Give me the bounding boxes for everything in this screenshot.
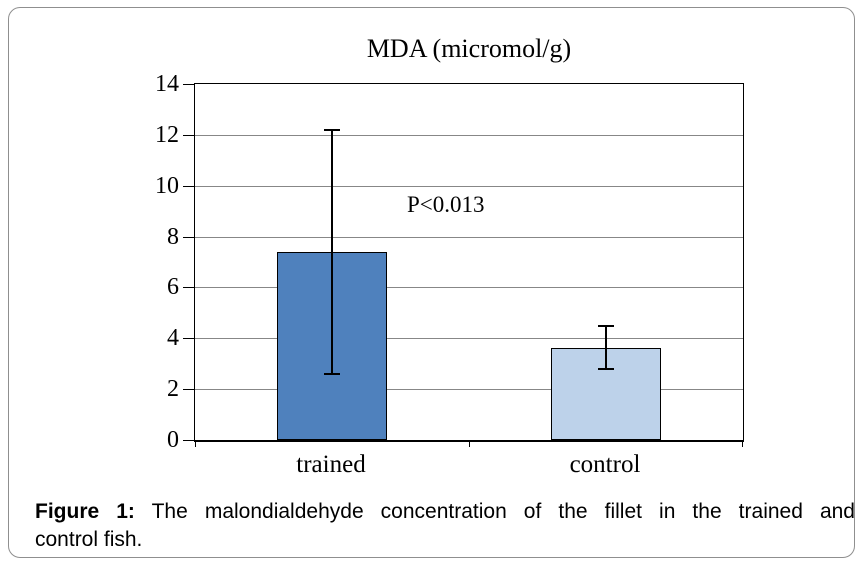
gridline (195, 287, 743, 289)
x-axis-tick (469, 440, 470, 447)
y-tick-label: 6 (167, 274, 179, 301)
y-axis-tick (183, 440, 194, 441)
x-axis-tick (742, 440, 743, 447)
gridline (195, 236, 743, 238)
y-tick-label: 14 (155, 71, 179, 97)
gridline (195, 338, 743, 340)
gridline (195, 134, 743, 136)
error-bar-trained (331, 129, 333, 374)
y-tick-label: 2 (167, 376, 179, 403)
x-axis-labels: trained control (194, 451, 744, 483)
figure-caption: Figure 1: The malondialdehyde concentrat… (35, 498, 855, 554)
y-axis-tick (183, 287, 194, 289)
gridline (195, 389, 743, 391)
error-bar-cap-bottom (324, 372, 340, 375)
caption-text: The malondialdehyde concentration of the… (151, 500, 855, 523)
plot-area: P<0.013 (194, 83, 744, 447)
figure-number-label: Figure 1: (35, 500, 135, 523)
y-tick-label: 10 (155, 172, 179, 199)
y-tick-label: 4 (167, 325, 179, 352)
y-axis-tick (183, 84, 194, 85)
error-bar-cap-top (324, 128, 340, 131)
error-bar-control (605, 325, 607, 369)
y-axis-tick (183, 134, 194, 136)
caption-line-1: Figure 1: The malondialdehyde concentrat… (35, 498, 855, 526)
x-category-label-trained: trained (296, 451, 366, 478)
x-axis-tick (195, 440, 196, 447)
gridline (195, 185, 743, 187)
x-category-label-control: control (569, 451, 641, 478)
y-tick-label: 0 (167, 427, 179, 453)
y-tick-label: 8 (167, 223, 179, 250)
y-axis-tick (183, 338, 194, 340)
y-axis-tick (183, 185, 194, 187)
figure-frame: MDA (micromol/g) P<0.013 0 2 4 6 8 10 12 14 tra… (8, 7, 855, 558)
p-value-annotation: P<0.013 (407, 192, 485, 217)
error-bar-cap-top (598, 324, 614, 327)
caption-line-2: control fish. (35, 528, 143, 551)
error-bar-cap-bottom (598, 367, 614, 370)
y-axis-tick (183, 236, 194, 238)
y-tick-label: 12 (155, 121, 179, 148)
y-axis-tick (183, 389, 194, 391)
chart-title: MDA (micromol/g) (366, 34, 572, 63)
